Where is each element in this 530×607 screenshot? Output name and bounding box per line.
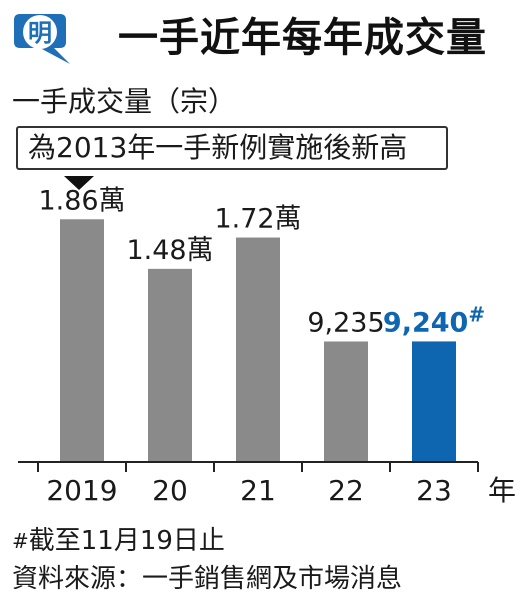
bar-2019 bbox=[60, 219, 104, 462]
value-label-21: 1.72萬 bbox=[214, 204, 301, 235]
bar-21 bbox=[236, 237, 280, 462]
footnote-text: 截至11月19日止 bbox=[28, 526, 225, 556]
ming-pao-logo-icon: 明 bbox=[14, 14, 70, 64]
bar-23 bbox=[412, 341, 456, 462]
source-note: 資料來源：一手銷售網及市場消息 bbox=[12, 564, 403, 594]
x-tick-label-22: 22 bbox=[328, 474, 364, 507]
page-title: 一手近年每年成交量 bbox=[118, 15, 487, 61]
callout-text: 為2013年一手新例實施後新高 bbox=[28, 131, 408, 164]
value-label-20: 1.48萬 bbox=[126, 235, 213, 266]
value-label-suffix: # bbox=[468, 302, 485, 326]
x-tick-label-21: 21 bbox=[240, 474, 276, 507]
bar-20 bbox=[148, 268, 192, 462]
x-axis-unit: 年 bbox=[488, 474, 516, 507]
footnote: #截至11月19日止 bbox=[12, 524, 225, 558]
bar-22 bbox=[324, 341, 368, 462]
x-labels-group: 2019 20 21 22 23 bbox=[46, 474, 451, 507]
chart-subtitle: 一手成交量（宗） bbox=[12, 85, 237, 118]
x-tick-label-2019: 2019 bbox=[46, 474, 117, 507]
x-tick-label-23: 23 bbox=[416, 474, 452, 507]
callout-pointer-icon bbox=[64, 176, 94, 190]
callout-box: 為2013年一手新例實施後新高 bbox=[16, 126, 448, 170]
footnote-mark: # bbox=[12, 529, 29, 553]
value-label-23: 9,240# bbox=[383, 302, 485, 338]
logo-char: 明 bbox=[28, 19, 52, 47]
header: 明 一手近年每年成交量 bbox=[0, 0, 530, 76]
value-label-22: 9,235 bbox=[307, 307, 384, 338]
value-label-2019: 1.86萬 bbox=[38, 185, 125, 216]
x-tick-label-20: 20 bbox=[152, 474, 188, 507]
x-ticks-group bbox=[37, 462, 479, 472]
